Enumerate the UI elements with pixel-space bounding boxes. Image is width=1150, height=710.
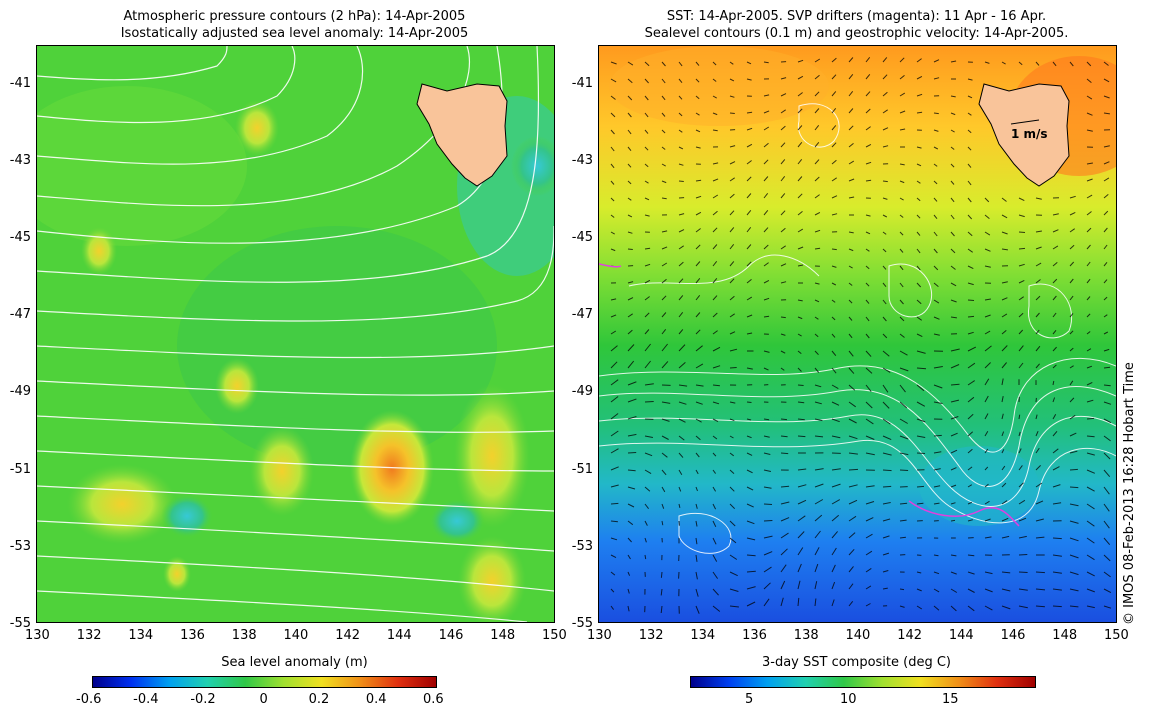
lon-tick-label: 146 bbox=[438, 628, 464, 643]
lon-tick-label: 146 bbox=[1000, 628, 1026, 643]
lat-tick-label: -51 bbox=[9, 461, 31, 477]
colorbar-tick-label: -0.6 bbox=[76, 692, 102, 707]
lon-tick-label: 132 bbox=[76, 628, 102, 643]
lon-tick-label: 136 bbox=[180, 628, 205, 643]
left-panel-title: Atmospheric pressure contours (2 hPa): 1… bbox=[36, 8, 553, 42]
lon-tick-label: 140 bbox=[845, 628, 871, 643]
lat-tick-label: -43 bbox=[9, 153, 31, 169]
right-title-line1: SST: 14-Apr-2005. SVP drifters (magenta)… bbox=[666, 9, 1047, 24]
lat-tick-label: -45 bbox=[571, 230, 593, 246]
left-title-line2: Isostatically adjusted sea level anomaly… bbox=[120, 26, 469, 41]
colorbar-tick-label: -0.4 bbox=[133, 692, 159, 707]
sea-level-anomaly-map[interactable] bbox=[36, 45, 555, 623]
left-title-line1: Atmospheric pressure contours (2 hPa): 1… bbox=[123, 9, 466, 24]
lat-tick-label: -55 bbox=[571, 615, 593, 631]
velocity-scale-arrow bbox=[1010, 119, 1040, 125]
lon-tick-label: 148 bbox=[1052, 628, 1078, 643]
lat-tick-label: -49 bbox=[9, 384, 31, 400]
lon-tick-label: 130 bbox=[25, 628, 50, 643]
lat-tick-label: -41 bbox=[571, 76, 593, 91]
lon-tick-label: 138 bbox=[231, 628, 257, 643]
left-colorbar-title: Sea level anomaly (m) bbox=[221, 655, 368, 670]
colorbar-tick-label: 0.4 bbox=[365, 692, 387, 707]
velocity-scale-label: 1 m/s bbox=[1011, 127, 1048, 141]
lat-tick-label: -43 bbox=[571, 153, 593, 169]
colorbar-tick-label: 15 bbox=[942, 692, 959, 707]
sst-map[interactable]: 1 m/s bbox=[598, 45, 1117, 623]
left-colorbar bbox=[92, 676, 437, 688]
lat-tick-label: -49 bbox=[571, 384, 593, 400]
lon-tick-label: 132 bbox=[638, 628, 664, 643]
colorbar-tick-label: -0.2 bbox=[190, 692, 216, 707]
lon-tick-label: 134 bbox=[690, 628, 716, 643]
lon-tick-label: 140 bbox=[283, 628, 309, 643]
lon-tick-label: 142 bbox=[335, 628, 361, 643]
lon-tick-label: 150 bbox=[1104, 628, 1129, 643]
lat-tick-label: -47 bbox=[9, 307, 31, 323]
colorbar-tick-label: 5 bbox=[745, 692, 754, 707]
right-colorbar bbox=[690, 676, 1036, 688]
right-title-line2: Sealevel contours (0.1 m) and geostrophi… bbox=[644, 26, 1069, 41]
credit-text: © IMOS 08-Feb-2013 16:28 Hobart Time bbox=[1122, 362, 1137, 625]
lon-tick-label: 144 bbox=[948, 628, 974, 643]
lon-tick-label: 138 bbox=[793, 628, 819, 643]
lat-tick-label: -53 bbox=[9, 538, 31, 554]
colorbar-tick-label: 10 bbox=[840, 692, 857, 707]
lon-tick-label: 148 bbox=[490, 628, 516, 643]
colorbar-tick-label: 0.2 bbox=[308, 692, 330, 707]
right-panel-title: SST: 14-Apr-2005. SVP drifters (magenta)… bbox=[598, 8, 1115, 42]
colorbar-tick-label: 0 bbox=[259, 692, 268, 707]
lat-tick-label: -45 bbox=[9, 230, 31, 246]
lon-tick-label: 142 bbox=[897, 628, 923, 643]
tasmania-landmass bbox=[978, 83, 1070, 187]
lon-tick-label: 144 bbox=[386, 628, 412, 643]
right-colorbar-title: 3-day SST composite (deg C) bbox=[761, 655, 952, 670]
lon-tick-label: 136 bbox=[742, 628, 767, 643]
lon-tick-label: 130 bbox=[587, 628, 612, 643]
lat-tick-label: -47 bbox=[571, 307, 593, 323]
lat-tick-label: -41 bbox=[9, 76, 31, 91]
lat-tick-label: -55 bbox=[9, 615, 31, 631]
lon-tick-label: 134 bbox=[128, 628, 154, 643]
lon-tick-label: 150 bbox=[542, 628, 567, 643]
lat-tick-label: -53 bbox=[571, 538, 593, 554]
lat-tick-label: -51 bbox=[571, 461, 593, 477]
tasmania-landmass bbox=[416, 83, 508, 187]
colorbar-tick-label: 0.6 bbox=[423, 692, 444, 707]
